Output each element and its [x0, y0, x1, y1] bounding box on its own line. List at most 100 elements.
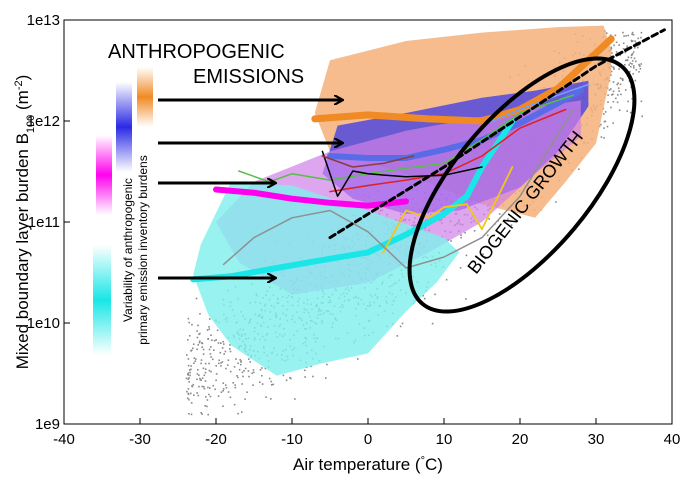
scatter-point	[247, 370, 250, 372]
scatter-point	[629, 70, 631, 73]
scatter-point	[225, 386, 228, 389]
x-tick-label: -30	[129, 431, 151, 448]
cyan-variability-bar	[93, 245, 111, 355]
scatter-point	[630, 56, 633, 59]
scatter-point	[465, 254, 468, 257]
scatter-point	[220, 391, 223, 393]
scatter-point	[191, 323, 193, 326]
yellow-series-line	[382, 166, 514, 254]
scatter-point	[237, 376, 239, 379]
scatter-point	[196, 392, 198, 394]
biogenic-ellipse	[407, 56, 637, 314]
scatter-point	[460, 236, 462, 239]
scatter-point	[213, 349, 215, 351]
scatter-point	[234, 386, 237, 389]
scatter-point	[209, 318, 211, 320]
scatter-point	[632, 73, 634, 75]
scatter-point	[603, 113, 605, 115]
scatter-point	[431, 322, 434, 325]
scatter-point	[628, 64, 630, 66]
scatter-point	[221, 347, 224, 349]
scatter-point	[225, 367, 227, 370]
scatter-point	[636, 46, 639, 49]
scatter-point	[190, 349, 193, 352]
scatter-point	[202, 353, 205, 355]
scatter-point	[192, 347, 194, 350]
scatter-point	[613, 68, 615, 70]
scatter-point	[210, 346, 212, 348]
scatter-point	[294, 398, 296, 400]
scatter-point	[203, 387, 206, 390]
scatter-point	[627, 34, 629, 37]
scatter-point	[217, 362, 220, 365]
scatter-point	[265, 396, 267, 398]
scatter-point	[357, 358, 359, 360]
scatter-point	[640, 31, 643, 34]
scatter-point	[196, 378, 198, 381]
light-blue-series-line	[481, 83, 590, 127]
scatter-point	[630, 39, 633, 42]
scatter-point	[500, 233, 502, 236]
blue-variability-bar	[116, 82, 132, 172]
scatter-point	[222, 382, 225, 384]
scatter-point	[465, 298, 467, 300]
scatter-point	[204, 405, 206, 407]
scatter-point	[464, 231, 466, 234]
scatter-point	[634, 47, 636, 49]
scatter-point	[192, 343, 195, 345]
scatter-point	[304, 369, 306, 372]
scatter-point	[200, 359, 203, 361]
scatter-point	[325, 377, 327, 379]
scatter-point	[610, 88, 612, 90]
scatter-point	[632, 51, 635, 53]
scatter-point	[638, 63, 640, 66]
scatter-point	[206, 399, 209, 401]
scatter-point	[608, 89, 611, 91]
scatter-point	[188, 321, 190, 324]
scatter-point	[209, 395, 212, 398]
scatter-point	[190, 365, 192, 367]
scatter-point	[635, 42, 637, 44]
scatter-point	[239, 359, 241, 361]
scatter-point	[202, 367, 205, 370]
scatter-point	[193, 357, 196, 359]
scatter-point	[617, 82, 619, 85]
scatter-point	[217, 395, 220, 397]
scatter-point	[189, 371, 191, 374]
scatter-point	[196, 373, 199, 375]
scatter-point	[610, 74, 612, 76]
variability-label-line2: primary emission inventory burdens	[136, 155, 150, 344]
scatter-point	[227, 391, 230, 393]
scatter-point	[501, 238, 503, 241]
scatter-point	[222, 340, 224, 343]
blue-series-line	[327, 87, 584, 161]
scatter-point	[193, 362, 195, 364]
orange-series-line	[311, 35, 615, 125]
x-tick-label: 40	[664, 431, 681, 448]
scatter-point	[189, 374, 191, 377]
scatter-point	[618, 68, 620, 70]
scatter-point	[204, 362, 207, 365]
scatter-point	[634, 79, 637, 82]
scatter-point	[204, 371, 207, 374]
scatter-point	[187, 339, 189, 341]
scatter-point	[507, 218, 509, 220]
scatter-point	[223, 343, 225, 345]
scatter-point	[208, 328, 211, 330]
scatter-point	[268, 377, 271, 380]
scatter-point	[304, 376, 306, 378]
scatter-point	[212, 384, 214, 387]
scatter-point	[610, 48, 613, 50]
scatter-point	[272, 383, 275, 386]
scatter-point	[624, 64, 626, 66]
scatter-point	[201, 346, 203, 348]
scatter-point	[244, 398, 246, 400]
scatter-point	[222, 405, 224, 407]
scatter-point	[620, 93, 622, 96]
scatter-point	[216, 329, 219, 332]
scatter-point	[187, 388, 190, 390]
scatter-point	[555, 201, 557, 203]
scatter-point	[214, 388, 216, 391]
cyan-series-line	[190, 118, 516, 283]
